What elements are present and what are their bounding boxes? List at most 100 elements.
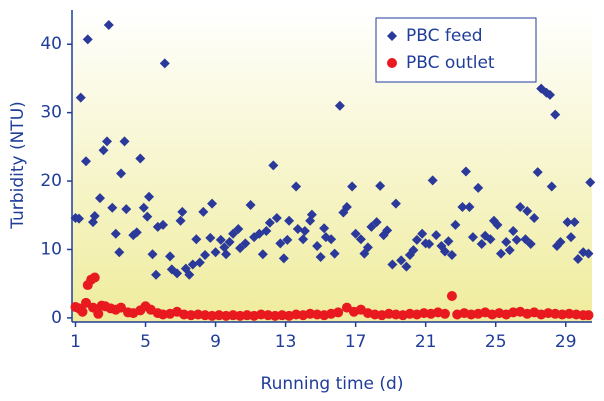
data-point (544, 89, 555, 100)
data-point (159, 58, 170, 69)
data-point (427, 175, 438, 186)
data-point (205, 232, 216, 243)
data-point (142, 211, 153, 222)
data-point (431, 230, 442, 241)
data-point (525, 239, 536, 249)
data-point (282, 234, 293, 245)
data-point (467, 232, 478, 243)
data-point (504, 245, 515, 256)
data-point (546, 181, 557, 192)
data-point (249, 232, 260, 243)
data-point (315, 252, 326, 262)
data-point (382, 225, 393, 236)
data-point (411, 234, 422, 245)
data-point (93, 308, 104, 319)
data-point (350, 228, 361, 239)
data-point (245, 200, 256, 210)
data-point (578, 247, 589, 258)
data-point (446, 291, 457, 301)
data-point (439, 308, 450, 319)
data-point (341, 202, 352, 213)
data-point (390, 198, 401, 209)
data-point (375, 180, 386, 191)
data-point (417, 228, 428, 239)
data-point (387, 259, 398, 270)
data-point (565, 232, 576, 243)
data-point (147, 249, 158, 260)
legend-box (375, 17, 537, 83)
data-point (583, 248, 594, 259)
data-point (333, 307, 344, 318)
x-tick-label: 29 (555, 332, 577, 352)
data-point (329, 248, 340, 259)
data-point (116, 168, 127, 179)
data-point (476, 239, 487, 249)
data-point (219, 242, 230, 253)
data-point (520, 234, 531, 245)
data-point (177, 206, 188, 217)
data-point (103, 20, 114, 31)
data-point (198, 206, 209, 217)
data-point (75, 92, 86, 103)
data-point (138, 202, 149, 213)
data-point (116, 302, 127, 313)
data-point (215, 234, 226, 245)
legend-marker (387, 58, 397, 68)
legend-label: PBC outlet (406, 53, 495, 73)
data-point (278, 253, 289, 264)
data-point (401, 261, 412, 272)
data-point (529, 213, 540, 223)
data-point (396, 255, 407, 266)
x-axis-title: Running time (d) (261, 374, 404, 394)
x-tick-label: 13 (275, 332, 297, 352)
data-point (89, 210, 100, 221)
x-tick-label: 25 (485, 332, 507, 352)
data-point (522, 206, 533, 217)
data-point (299, 226, 310, 236)
y-tick-label: 30 (40, 103, 62, 123)
data-point (95, 193, 106, 204)
data-point (135, 153, 146, 164)
data-point (495, 248, 506, 259)
data-point (443, 236, 454, 247)
data-point (319, 223, 330, 234)
legend-marker (387, 31, 397, 41)
data-point (81, 156, 92, 167)
data-point (585, 177, 596, 188)
data-point (151, 269, 162, 280)
data-point (511, 234, 522, 245)
data-point (77, 306, 88, 317)
x-tick-label: 5 (140, 332, 151, 352)
x-tick-label: 1 (70, 332, 81, 352)
data-point (82, 34, 93, 45)
x-tick-label: 17 (345, 332, 367, 352)
data-point (224, 236, 235, 247)
data-point (347, 181, 358, 192)
data-point (233, 223, 244, 234)
data-point (408, 245, 419, 256)
data-point (175, 215, 186, 226)
data-point (312, 241, 323, 252)
data-point (306, 209, 317, 220)
data-point (501, 236, 512, 247)
y-tick-label: 10 (40, 239, 62, 259)
legend-label: PBC feed (406, 26, 483, 46)
y-tick-label: 20 (40, 171, 62, 191)
data-point (165, 251, 176, 262)
y-axis-title: Turbidity (NTU) (8, 101, 28, 230)
data-point (264, 217, 275, 228)
data-point (144, 191, 155, 202)
data-point (464, 202, 475, 213)
data-point (457, 202, 468, 213)
data-point (191, 234, 202, 245)
data-point (184, 269, 195, 280)
data-point (572, 254, 583, 265)
data-point (268, 160, 279, 171)
data-point (235, 243, 246, 254)
data-point (355, 234, 366, 245)
data-point (271, 213, 282, 223)
x-tick-label: 21 (415, 332, 437, 352)
data-point (532, 167, 543, 178)
data-point (98, 145, 109, 156)
